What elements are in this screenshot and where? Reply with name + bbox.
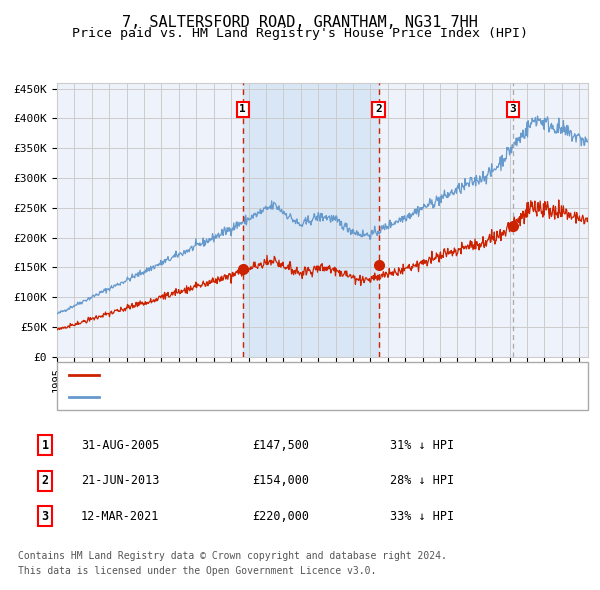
Text: 7, SALTERSFORD ROAD, GRANTHAM, NG31 7HH: 7, SALTERSFORD ROAD, GRANTHAM, NG31 7HH [122, 15, 478, 30]
Text: £220,000: £220,000 [252, 510, 309, 523]
Text: 1: 1 [41, 439, 49, 452]
Text: 33% ↓ HPI: 33% ↓ HPI [390, 510, 454, 523]
Text: 2: 2 [41, 474, 49, 487]
Text: 1: 1 [239, 104, 246, 114]
Text: 28% ↓ HPI: 28% ↓ HPI [390, 474, 454, 487]
Bar [242, 83, 379, 357]
Text: £147,500: £147,500 [252, 439, 309, 452]
Text: 31% ↓ HPI: 31% ↓ HPI [390, 439, 454, 452]
Text: 31-AUG-2005: 31-AUG-2005 [81, 439, 160, 452]
Text: 3: 3 [41, 510, 49, 523]
Text: 2: 2 [375, 104, 382, 114]
Text: Price paid vs. HM Land Registry's House Price Index (HPI): Price paid vs. HM Land Registry's House … [72, 27, 528, 40]
Text: 12-MAR-2021: 12-MAR-2021 [81, 510, 160, 523]
Text: This data is licensed under the Open Government Licence v3.0.: This data is licensed under the Open Gov… [18, 566, 376, 576]
Text: 3: 3 [509, 104, 517, 114]
Text: £154,000: £154,000 [252, 474, 309, 487]
Text: Contains HM Land Registry data © Crown copyright and database right 2024.: Contains HM Land Registry data © Crown c… [18, 551, 447, 560]
Text: HPI: Average price, detached house, South Kesteven: HPI: Average price, detached house, Sout… [105, 392, 418, 402]
Text: 7, SALTERSFORD ROAD, GRANTHAM, NG31 7HH (detached house): 7, SALTERSFORD ROAD, GRANTHAM, NG31 7HH … [105, 370, 455, 380]
Text: 21-JUN-2013: 21-JUN-2013 [81, 474, 160, 487]
